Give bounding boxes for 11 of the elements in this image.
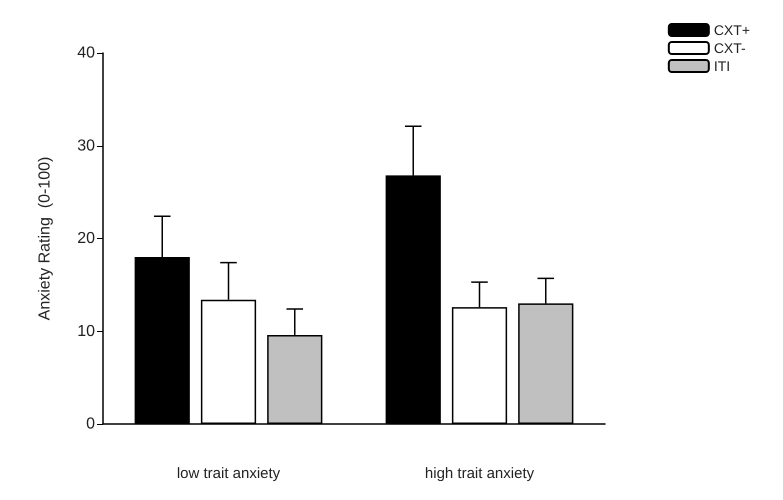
y-tick-label: 10 (77, 322, 96, 340)
y-tick-label: 20 (77, 230, 96, 247)
legend-label: CXT- (714, 40, 746, 56)
y-tick-label: 30 (77, 137, 96, 154)
y-tick-label: 0 (86, 416, 96, 432)
x-tick-label: low trait anxiety (176, 465, 281, 482)
legend-label: ITI (714, 58, 730, 74)
y-axis-title: Anxiety Rating (0-100) (36, 156, 54, 320)
legend-label: CXT+ (714, 22, 750, 38)
y-tick-label: 40 (77, 44, 96, 62)
x-tick-label: high trait anxiety (424, 465, 535, 482)
